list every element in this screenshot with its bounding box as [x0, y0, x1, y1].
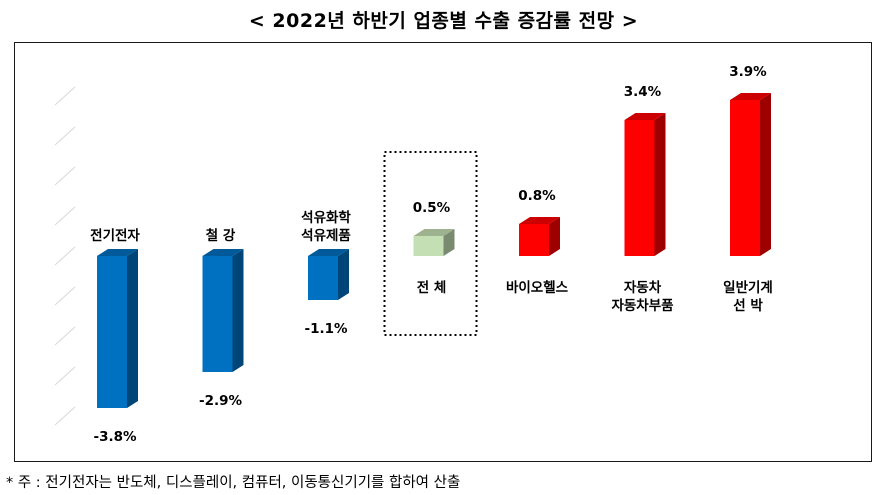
data-label: -1.1% [304, 321, 348, 337]
bar [413, 229, 455, 256]
bar-top [624, 113, 666, 120]
highlight-box [383, 151, 478, 336]
category-label: 석유화학 [301, 210, 351, 226]
bar-side [654, 113, 666, 256]
category-label: 철 강 [206, 227, 236, 244]
gridline [54, 246, 76, 266]
category-label: 석유제품 [301, 228, 351, 244]
bar-side [443, 229, 455, 256]
bar [730, 93, 771, 256]
gridline [54, 326, 76, 346]
bar-top [730, 93, 771, 100]
gridline [54, 126, 76, 146]
bar [202, 249, 244, 372]
category-label: 자동차부품 [611, 298, 673, 314]
bar-side [760, 93, 771, 256]
category-label: 전 체 [417, 279, 447, 296]
bar-top [519, 217, 560, 224]
chart-title: < 2022년 하반기 업종별 수출 증감률 전망 > [248, 10, 639, 32]
bar-side [549, 217, 560, 256]
data-label: -3.8% [93, 429, 137, 445]
bar [519, 217, 560, 256]
bars [97, 93, 771, 408]
bar-top [308, 249, 349, 256]
category-label: 선 박 [733, 297, 763, 314]
gridline [54, 286, 76, 306]
bar-front [413, 236, 444, 256]
category-label: 바이오헬스 [506, 279, 569, 296]
bar-front [730, 100, 760, 256]
data-label: 0.8% [518, 188, 556, 204]
category-label: 자동차 [624, 280, 662, 296]
bar-side [127, 249, 138, 408]
bar-top [413, 229, 455, 236]
bar-front [308, 256, 338, 300]
gridline [54, 366, 76, 386]
bar [308, 249, 349, 300]
bar [624, 113, 666, 256]
gridlines [54, 86, 76, 426]
bar-front [519, 224, 549, 256]
category-label: 일반기계 [723, 279, 773, 296]
bar-top [97, 249, 138, 256]
data-label: -2.9% [199, 393, 243, 409]
gridline [54, 406, 76, 426]
footnote: * 주 : 전기전자는 반도체, 디스플레이, 컴퓨터, 이동통신기기를 합하여… [6, 475, 461, 491]
data-label: 3.9% [729, 64, 767, 80]
bar-front [97, 256, 127, 408]
gridline [54, 86, 76, 106]
bar-top [202, 249, 244, 256]
gridline [54, 206, 76, 226]
bar-front [624, 120, 655, 256]
bar-front [202, 256, 233, 372]
gridline [54, 166, 76, 186]
bar-side [338, 249, 349, 300]
category-label: 전기전자 [90, 227, 140, 244]
bar-side [232, 249, 244, 372]
data-label: 3.4% [624, 84, 662, 100]
bar [97, 249, 138, 408]
data-label: 0.5% [413, 200, 451, 216]
